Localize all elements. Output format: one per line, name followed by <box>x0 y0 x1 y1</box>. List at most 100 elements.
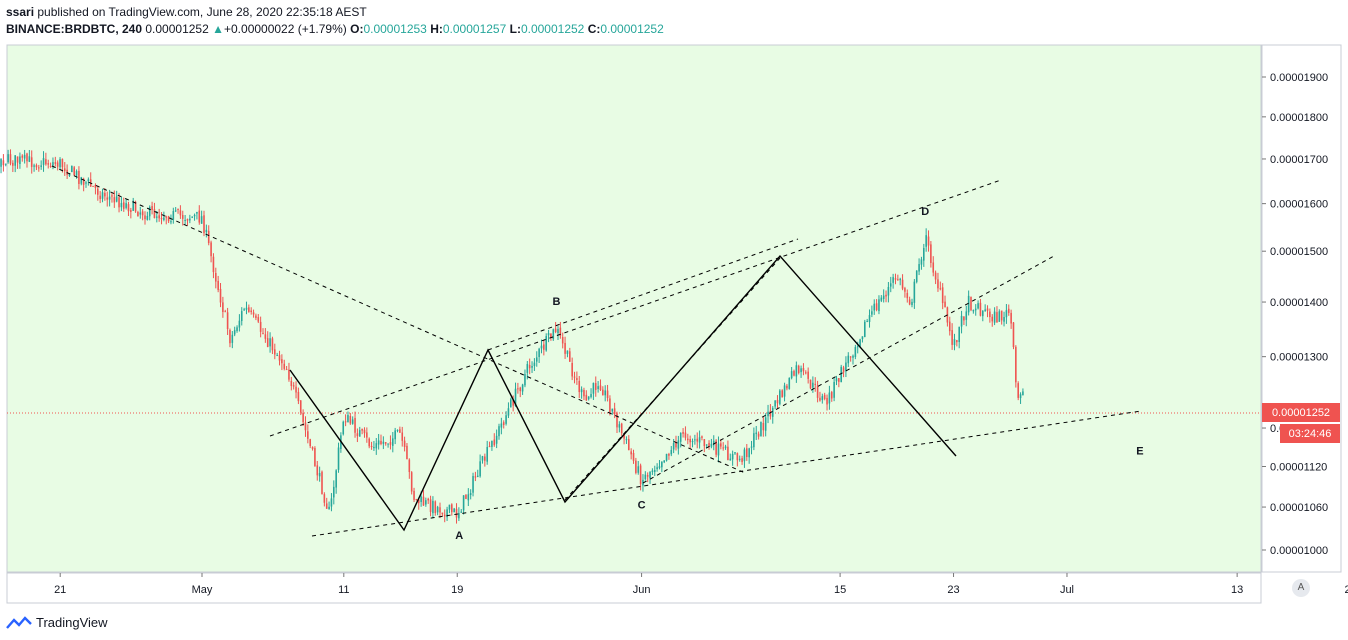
candle-body <box>696 438 699 442</box>
candle-body <box>184 219 186 221</box>
abcde-wave[interactable] <box>289 254 957 532</box>
time-axis[interactable] <box>6 572 1262 604</box>
candle-body <box>727 446 729 461</box>
candle-body <box>960 315 963 327</box>
tradingview-footer[interactable]: TradingView <box>6 615 108 630</box>
candle-body <box>156 216 158 218</box>
candle-body <box>448 504 451 510</box>
candle-body <box>750 446 753 448</box>
price-axis[interactable] <box>1261 44 1342 573</box>
wave-b-d-line[interactable] <box>487 238 799 351</box>
candle-body <box>217 280 219 290</box>
candle-body <box>498 426 500 437</box>
candle-body <box>540 345 543 349</box>
candle-body <box>965 311 968 320</box>
candle-body <box>868 315 871 322</box>
candle-body <box>278 355 281 361</box>
candle-body <box>991 316 994 322</box>
candle-body <box>651 470 654 473</box>
candle-body <box>158 215 160 219</box>
candle-body <box>786 385 788 389</box>
candle-body <box>691 441 694 443</box>
candle-body <box>434 501 437 514</box>
publish-text: published on TradingView.com, June 28, 2… <box>37 5 367 19</box>
candle-body <box>42 158 45 165</box>
candle-body <box>453 508 455 513</box>
lower-support-line[interactable] <box>311 410 1142 537</box>
brand-name[interactable]: TradingView <box>36 615 108 630</box>
candle-body <box>146 215 149 220</box>
candle-body <box>698 437 701 443</box>
candle-body <box>679 432 682 442</box>
candle-body <box>1017 383 1019 398</box>
middle-channel-line[interactable] <box>642 255 1055 484</box>
candle-body <box>790 371 793 379</box>
candle-body <box>859 339 861 347</box>
auto-scale-button[interactable]: A <box>1292 579 1310 597</box>
candle-body <box>2 160 5 166</box>
candle-body <box>521 384 524 392</box>
low-value: 0.00001252 <box>520 22 585 36</box>
trendline-drawings[interactable] <box>51 165 1142 537</box>
candle-body <box>793 370 795 376</box>
candle-body <box>677 440 680 449</box>
candle-body <box>28 156 31 162</box>
candle-body <box>240 311 243 322</box>
upper-channel-line[interactable] <box>269 179 1002 437</box>
candle-body <box>80 177 83 184</box>
candle-body <box>606 390 609 398</box>
candle-body <box>597 386 599 390</box>
candle-body <box>611 408 614 412</box>
candle-body <box>127 204 130 212</box>
candle-body <box>795 365 798 377</box>
candle-body <box>797 365 800 373</box>
candle-body <box>710 443 713 447</box>
candle-body <box>550 333 552 338</box>
candle-body <box>210 242 212 257</box>
price-tag: 0.00001252 03:24:46 <box>1262 403 1340 443</box>
symbol-name[interactable]: BINANCE:BRDBTC, 240 <box>6 22 143 36</box>
candle-body <box>266 338 269 347</box>
candle-body <box>675 442 677 448</box>
candle-body <box>788 377 791 389</box>
candle-body <box>871 311 873 315</box>
candle-body <box>321 471 323 495</box>
candle-body <box>724 446 727 449</box>
time-tick-label: Jun <box>633 584 651 596</box>
candle-body <box>122 202 125 209</box>
candle-body <box>741 458 743 463</box>
candle-body <box>328 506 330 510</box>
candle-body <box>99 195 101 200</box>
candle-body <box>56 162 59 167</box>
candle-body <box>616 413 618 428</box>
candle-body <box>925 235 927 247</box>
price-tick-label: 0.00001400 <box>1270 297 1328 309</box>
publisher-name[interactable]: ssari <box>6 5 35 19</box>
candle-body <box>82 178 85 185</box>
candle-body <box>974 308 977 311</box>
candle-body <box>361 428 363 431</box>
candle-body <box>264 334 267 339</box>
candle-body <box>618 424 621 428</box>
candle-body <box>344 421 347 423</box>
candle-body <box>486 446 488 462</box>
candle-body <box>779 390 781 405</box>
time-tick-label: 23 <box>947 584 959 596</box>
wave-label-d: D <box>921 206 929 218</box>
candle-body <box>30 157 33 167</box>
candle-body <box>1007 308 1010 313</box>
candle-body <box>894 278 897 280</box>
candle-body <box>491 440 493 447</box>
candle-body <box>401 432 404 441</box>
candle-body <box>35 165 38 168</box>
candle-body <box>458 513 460 519</box>
candle-body <box>120 203 123 208</box>
candle-body <box>111 195 113 197</box>
candle-body <box>292 385 295 387</box>
candle-body <box>672 443 675 450</box>
descending-trendline[interactable] <box>51 165 746 474</box>
candle-body <box>507 408 510 416</box>
candle-body <box>290 380 293 387</box>
candle-body <box>649 471 651 479</box>
